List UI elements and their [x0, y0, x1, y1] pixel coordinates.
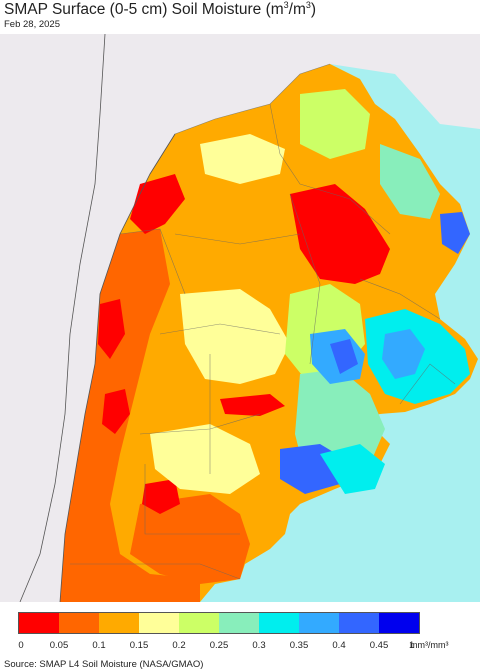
legend-tick-5: 0.25	[209, 640, 229, 651]
region-light-center	[180, 289, 290, 384]
legend-tick-4: 0.2	[172, 640, 186, 651]
soil-moisture-map	[0, 34, 480, 602]
legend-swatch-8	[339, 613, 379, 633]
colorbar	[18, 612, 420, 634]
chile-coastline	[19, 34, 106, 602]
legend-swatch-2	[99, 613, 139, 633]
legend-swatch-5	[219, 613, 259, 633]
legend-swatch-3	[139, 613, 179, 633]
outside-land-west	[0, 34, 480, 602]
legend-swatch-4	[179, 613, 219, 633]
region-light-north	[200, 134, 285, 184]
legend-swatch-7	[299, 613, 339, 633]
legend-tick-2: 0.1	[92, 640, 106, 651]
map-title: SMAP Surface (0-5 cm) Soil Moisture (m3/…	[4, 0, 317, 19]
legend-tick-1: 0.05	[49, 640, 69, 651]
region-very-dry-south	[142, 479, 180, 514]
region-dark-blue-spot	[330, 339, 358, 374]
western-border-line	[59, 133, 176, 602]
region-very-dry-northwest	[130, 174, 185, 234]
header: SMAP Surface (0-5 cm) Soil Moisture (m3/…	[0, 0, 480, 34]
region-very-dry-center-north	[290, 184, 390, 284]
legend-tick-3: 0.15	[129, 640, 149, 651]
legend-tick-6: 0.3	[252, 640, 266, 651]
legend-tick-7: 0.35	[289, 640, 309, 651]
legend: 0 0.05 0.1 0.15 0.2 0.25 0.3 0.35 0.4 0.45 1 mm³/m…	[0, 602, 480, 672]
region-teal-northeast	[380, 144, 440, 219]
region-blue-northeast	[440, 212, 470, 254]
legend-tick-8: 0.4	[332, 640, 346, 651]
legend-swatch-6	[259, 613, 299, 633]
region-green-north	[300, 89, 370, 159]
region-dry-west	[60, 229, 200, 602]
legend-swatch-1	[59, 613, 99, 633]
legend-tick-0: 0	[18, 640, 24, 651]
legend-swatch-0	[19, 613, 59, 633]
source-credit: Source: SMAP L4 Soil Moisture (NASA/GMAO…	[4, 659, 204, 670]
region-darkblue-uruguay	[382, 329, 425, 379]
unit-label: mm³/mm³	[410, 640, 449, 650]
legend-tick-9: 0.45	[369, 640, 389, 651]
region-very-dry-west-2	[102, 389, 130, 434]
region-very-dry-west	[98, 299, 125, 359]
region-cyan-south	[320, 444, 385, 494]
region-very-dry-strip	[220, 394, 285, 416]
map-date: Feb 28, 2025	[4, 19, 60, 30]
legend-tick-10: 1	[409, 640, 415, 651]
legend-swatch-9	[379, 613, 419, 633]
region-light-south	[150, 424, 260, 494]
region-dry-south	[130, 494, 250, 584]
